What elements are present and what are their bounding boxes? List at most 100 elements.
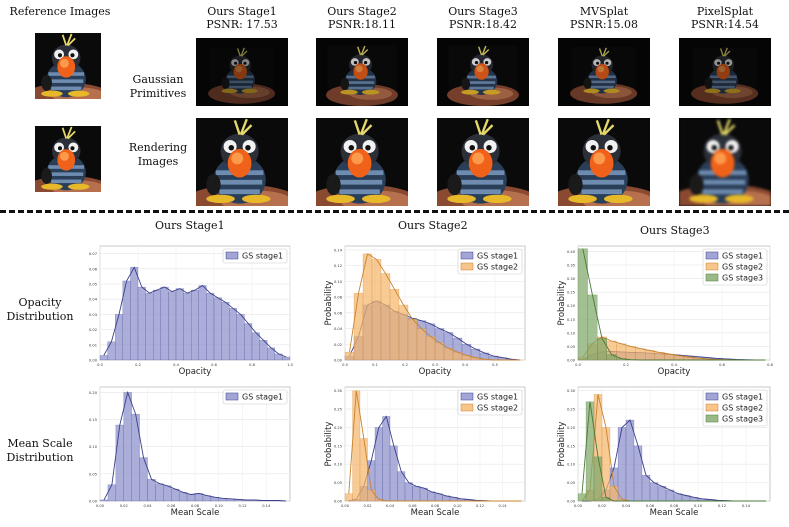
legend-swatch xyxy=(460,251,474,260)
legend: GS stage1 GS stage2 GS stage3 xyxy=(702,389,768,427)
legend: GS stage1 GS stage2 GS stage3 xyxy=(702,248,768,286)
reference-image-1 xyxy=(35,33,101,99)
histogram-bar xyxy=(344,351,355,361)
histogram-bar xyxy=(344,493,353,502)
x-tick-label: 0.06 xyxy=(646,504,655,508)
histogram-bar xyxy=(115,424,124,502)
y-tick-label: 0.02 xyxy=(89,328,97,332)
x-tick-label: 0.00 xyxy=(96,504,105,508)
x-tick-label: 1.0 xyxy=(287,363,293,367)
histogram-bar xyxy=(434,342,445,361)
histogram-bar xyxy=(577,493,587,502)
histogram-bar xyxy=(137,286,146,361)
col-psnr: PSNR:18.11 xyxy=(327,18,397,31)
histogram-bar xyxy=(427,491,436,502)
y-tick-label: 0.20 xyxy=(567,426,576,430)
histogram-bar xyxy=(585,401,595,502)
histogram-bar xyxy=(641,475,651,502)
histogram-bar xyxy=(404,482,413,502)
rendering-stage3 xyxy=(437,118,529,206)
legend-label: GS stage2 xyxy=(722,263,763,272)
legend-label: GS stage1 xyxy=(477,252,518,261)
x-tick-label: 0.00 xyxy=(574,504,583,508)
histogram-bar xyxy=(178,492,188,502)
y-tick-label: 0.30 xyxy=(334,389,343,393)
kde-curve xyxy=(581,401,766,502)
x-tick-label: 0.1 xyxy=(372,363,378,367)
histogram-scale-stage3: 0.00 0.05 0.10 0.15 0.20 0.25 0.30 0.00 0.02 0.04… xyxy=(557,386,771,518)
histogram-bar xyxy=(362,253,373,361)
y-tick-label: 0.40 xyxy=(567,250,576,254)
histogram-opacity-stage1: 0.00 0.01 0.02 0.03 0.04 0.05 0.06 0.07 0.0 0.2 0.… xyxy=(89,245,294,377)
histogram-opacity-stage2: 0.00 0.02 0.04 0.06 0.08 0.10 0.12 0.14 0.0 0.1 0.… xyxy=(324,245,526,377)
x-axis-label: Mean Scale xyxy=(171,508,220,518)
x-tick-label: 0.10 xyxy=(694,504,703,508)
histogram-bar xyxy=(416,328,427,361)
legend-swatch xyxy=(460,392,474,401)
x-tick-label: 0.0 xyxy=(575,363,581,367)
histogram-bar xyxy=(654,352,665,361)
histogram-bar xyxy=(606,354,617,361)
col-header-mvsplat: MVSplat PSNR:15.08 xyxy=(558,5,650,31)
reference-images-label: Reference Images xyxy=(9,5,111,18)
histogram-bar xyxy=(587,294,598,361)
histogram-bar xyxy=(633,445,643,502)
kde-curve xyxy=(349,253,521,361)
histogram-opacity-stage3: 0.00 0.05 0.10 0.15 0.20 0.25 0.30 0.35 0.40 0.0 0… xyxy=(557,245,774,377)
legend-label: GS stage1 xyxy=(242,393,283,402)
histogram-bar xyxy=(244,323,253,361)
x-tick-label: 0.08 xyxy=(191,504,200,508)
col-psnr: PSNR:14.54 xyxy=(690,18,760,31)
row-label-line: Distribution xyxy=(6,451,74,464)
x-tick-label: 0.06 xyxy=(167,504,176,508)
y-tick-label: 0.05 xyxy=(334,481,342,485)
x-tick-label: 0.2 xyxy=(135,363,141,367)
y-tick-label: 0.00 xyxy=(567,359,576,363)
y-tick-label: 0.25 xyxy=(334,408,342,412)
bottom-col-title-1: Ours Stage1 xyxy=(155,219,225,232)
col-header-stage2: Ours Stage2 PSNR:18.11 xyxy=(316,5,408,31)
x-tick-label: 0.0 xyxy=(342,363,348,367)
histogram-bar xyxy=(425,336,436,361)
col-psnr: PSNR:15.08 xyxy=(569,18,639,31)
x-tick-label: 0.3 xyxy=(432,363,438,367)
x-tick-label: 0.4 xyxy=(173,363,179,367)
gaussian-primitives-stage2 xyxy=(316,38,408,106)
x-tick-label: 0.14 xyxy=(742,504,751,508)
x-tick-label: 0.06 xyxy=(408,504,417,508)
y-tick-label: 0.10 xyxy=(567,331,576,335)
y-tick-label: 0.06 xyxy=(89,267,98,271)
y-tick-label: 0.05 xyxy=(567,481,575,485)
x-axis-label: Mean Scale xyxy=(650,508,699,518)
legend-box xyxy=(222,389,288,405)
x-tick-label: 0.10 xyxy=(215,504,224,508)
histogram-bar xyxy=(155,483,164,502)
histogram-bar xyxy=(359,438,368,502)
y-tick-label: 0.02 xyxy=(334,343,342,347)
x-tick-label: 0.2 xyxy=(402,363,408,367)
row-label-line: Distribution xyxy=(6,310,74,323)
bottom-col-title-2: Ours Stage2 xyxy=(398,219,468,232)
histogram-bar xyxy=(251,332,260,361)
histogram-bar xyxy=(114,314,123,361)
row-label-gaussian-primitives: Gaussian Primitives xyxy=(118,73,198,101)
row-label-line: Gaussian xyxy=(132,73,184,86)
row-label-rendering-images: Rendering Images xyxy=(118,141,198,169)
x-tick-label: 0.08 xyxy=(670,504,679,508)
col-header-stage1: Ours Stage1 PSNR: 17.53 xyxy=(196,5,288,31)
legend-swatch xyxy=(460,403,474,412)
histogram-bar xyxy=(601,497,611,502)
histogram-bar xyxy=(190,289,199,361)
histogram-bar xyxy=(221,302,230,361)
x-axis-label: Opacity xyxy=(179,367,212,377)
y-tick-label: 0.30 xyxy=(567,389,576,393)
y-tick-label: 0.14 xyxy=(334,248,343,252)
histogram-bar xyxy=(206,292,215,361)
x-axis-label: Opacity xyxy=(658,367,691,377)
histogram-bar xyxy=(419,487,428,502)
histogram-bar xyxy=(649,482,659,502)
histogram-bar xyxy=(673,493,683,502)
histogram-bar xyxy=(597,338,608,361)
row-label-line: Opacity xyxy=(18,296,62,309)
x-tick-label: 0.10 xyxy=(453,504,462,508)
